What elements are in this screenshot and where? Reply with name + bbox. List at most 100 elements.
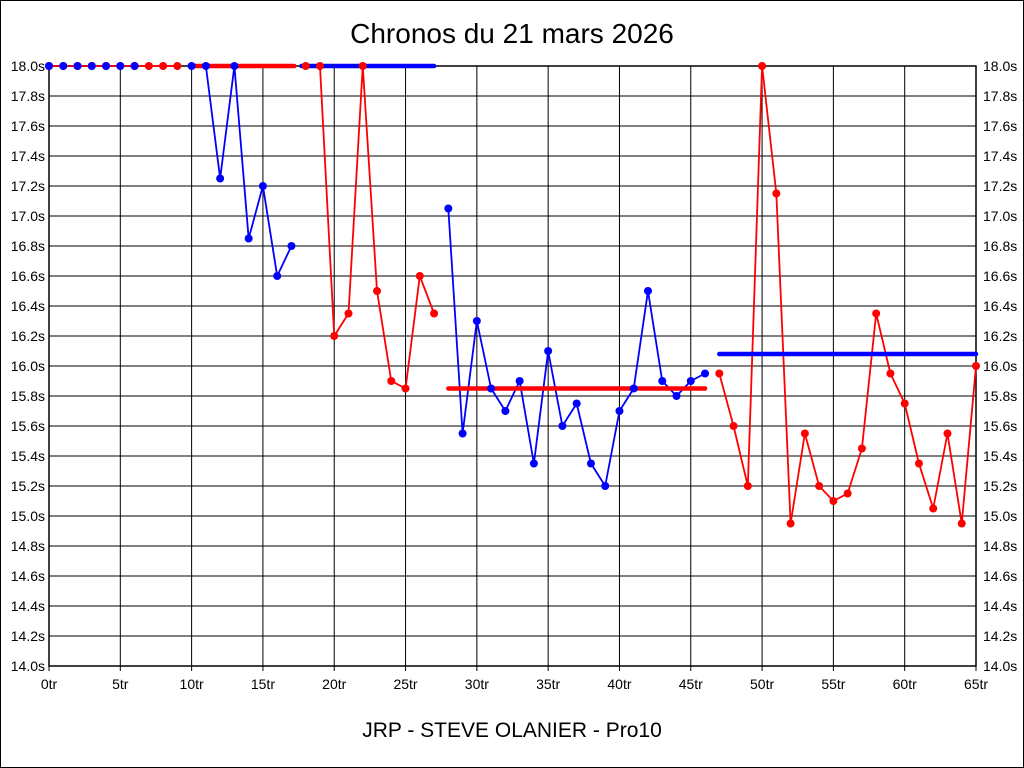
y-tick-label-right: 14.0s [983,658,1017,674]
data-point [244,234,253,243]
markers-stint-4-red [301,62,439,393]
x-tick-label: 25tr [393,676,417,692]
data-point [159,62,168,70]
y-tick-label-left: 17.6s [11,118,45,134]
data-point [87,62,96,70]
y-tick-label-left: 15.8s [11,388,45,404]
data-point [558,422,567,430]
data-point [487,384,496,393]
x-tick-label: 30tr [465,676,489,692]
data-point [772,189,781,198]
y-tick-label-left: 16.4s [11,298,45,314]
data-point [886,369,895,378]
data-point [872,309,881,318]
x-tick-label: 50tr [750,676,774,692]
y-tick-label-left: 15.6s [11,418,45,434]
data-point [301,62,310,70]
data-point [201,62,210,70]
data-point [672,392,681,400]
x-tick-label: 55tr [821,676,845,692]
data-point [59,62,68,70]
x-tick-label: 45tr [679,676,703,692]
data-point [658,377,667,385]
data-point [430,309,439,318]
data-point [572,399,581,408]
data-point [800,429,809,438]
y-tick-label-left: 17.2s [11,178,45,194]
data-point [544,347,553,355]
x-tick-label: 60tr [893,676,917,692]
x-tick-label: 0tr [41,676,58,692]
data-point [786,519,795,528]
data-point [972,362,980,370]
data-point [629,384,638,393]
data-point [373,287,382,295]
y-tick-label-left: 14.6s [11,568,45,584]
data-point [144,62,153,70]
y-tick-label-right: 16.4s [983,298,1017,314]
markers-stint-3-blue [187,62,296,280]
data-point [216,174,225,183]
y-tick-label-left: 14.2s [11,628,45,644]
y-tick-label-right: 16.2s [983,328,1017,344]
data-point [116,62,125,70]
data-point [914,459,923,468]
series-line-stint-4-red [305,65,435,390]
y-tick-label-left: 16.8s [11,238,45,254]
data-point [130,62,139,70]
data-point [344,309,353,318]
y-tick-label-right: 15.2s [983,478,1017,494]
y-tick-label-right: 15.8s [983,388,1017,404]
y-tick-label-left: 17.8s [11,88,45,104]
y-tick-label-left: 14.8s [11,538,45,554]
axis-labels: 18.0s 18.0s 17.8s 17.8s 17.6s 17.6s 17.4s 17.4s… [11,58,1018,692]
data-point [758,62,767,70]
data-point [586,459,595,468]
data-point [501,407,510,415]
y-tick-label-right: 14.8s [983,538,1017,554]
data-point [829,497,838,505]
series-line-stint-5-blue [447,208,706,487]
y-tick-label-right: 15.4s [983,448,1017,464]
y-tick-label-left: 16.6s [11,268,45,284]
y-tick-label-right: 17.0s [983,208,1017,224]
data-point [73,62,82,70]
y-tick-label-left: 14.4s [11,598,45,614]
data-point [273,272,282,280]
x-tick-label: 10tr [180,676,204,692]
y-tick-label-right: 17.6s [983,118,1017,134]
data-point [943,429,952,438]
y-tick-label-right: 14.4s [983,598,1017,614]
y-tick-label-right: 16.8s [983,238,1017,254]
series-line-stint-3-blue [191,65,293,277]
y-tick-label-left: 14.0s [11,658,45,674]
data-point [900,399,909,408]
y-tick-label-right: 17.2s [983,178,1017,194]
data-point [729,422,738,430]
data-point [957,519,966,528]
data-point [686,377,695,385]
data-point [715,369,724,378]
y-tick-label-left: 17.4s [11,148,45,164]
data-point [929,504,938,513]
x-tick-label: 20tr [322,676,346,692]
data-point [358,62,367,70]
markers-stint-1-blue [45,62,139,70]
data-point [444,204,453,213]
y-tick-label-left: 15.4s [11,448,45,464]
y-tick-label-left: 18.0s [11,58,45,74]
y-tick-label-right: 17.4s [983,148,1017,164]
y-tick-label-left: 15.0s [11,508,45,524]
data-point [857,444,866,453]
y-tick-label-right: 14.2s [983,628,1017,644]
x-tick-label: 65tr [964,676,988,692]
x-tick-label: 35tr [536,676,560,692]
data-point [843,489,852,498]
data-point [643,287,652,295]
data-point [173,62,182,70]
y-tick-label-left: 16.0s [11,358,45,374]
chart-title: Chronos du 21 mars 2026 [350,18,674,49]
y-tick-label-left: 17.0s [11,208,45,224]
y-tick-label-right: 15.0s [983,508,1017,524]
data-point [415,272,424,280]
